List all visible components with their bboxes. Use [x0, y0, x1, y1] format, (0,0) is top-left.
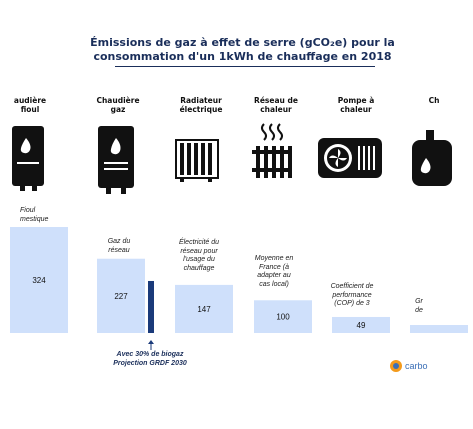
logo-mark-icon	[390, 360, 402, 372]
bar-gas-projection	[148, 280, 154, 333]
projection-line-1: Avec 30% de biogaz	[116, 351, 184, 358]
bar-electric	[175, 284, 233, 333]
heading-electric-radiator: Radiateur électrique	[179, 96, 223, 114]
radiator-icon	[175, 139, 219, 182]
note-heat-network: Moyenne en France (à adapter au cas loca…	[254, 255, 294, 288]
bar-heat-network-label: 100	[276, 313, 290, 322]
heading-wood-boiler: Ch	[428, 96, 440, 105]
brand-logo: carbo	[390, 360, 428, 372]
heading-heat-network: Réseau de chaleur	[254, 96, 298, 114]
wood-boiler-icon	[412, 130, 452, 186]
heading-heat-pump: Pompe à chaleur	[337, 96, 375, 114]
note-electric: Électricité du réseau pour l'usage du ch…	[178, 239, 220, 272]
bar-oil-label: 324	[32, 276, 46, 285]
projection-line-2: Projection GRDF 2030	[113, 359, 187, 367]
projection-arrow	[148, 340, 154, 350]
heat-network-icon	[252, 123, 292, 178]
bar-oil	[10, 227, 68, 333]
logo-text: carbo	[405, 361, 428, 371]
bar-heat-pump	[332, 316, 390, 333]
chart-title-line-1: Émissions de gaz à effet de serre (gCO₂e…	[90, 36, 395, 49]
projection-caption: Avec 30% de biogaz Projection GRDF 2030	[100, 351, 200, 368]
bar-heat-pump-label: 49	[357, 321, 366, 330]
chart-title-line-2: consommation d'un 1kWh de chauffage en 2…	[93, 50, 392, 63]
note-oil: Fioul mestique	[20, 207, 49, 223]
note-heat-pump: Coefficient de performance (COP) de 3	[330, 283, 374, 307]
bar-gas	[97, 258, 145, 333]
heat-pump-icon	[318, 138, 382, 178]
heading-gas-boiler: Chaudière gaz	[96, 96, 140, 114]
note-gas: Gaz du réseau	[107, 238, 131, 254]
bar-wood	[410, 325, 468, 333]
bar-electric-label: 147	[197, 305, 211, 314]
note-wood: Gr de	[415, 298, 423, 314]
oil-boiler-icon	[12, 126, 44, 191]
gas-boiler-icon	[98, 126, 134, 194]
title-underline	[115, 66, 375, 67]
bar-gas-label: 227	[114, 292, 128, 301]
chart-title: Émissions de gaz à effet de serre (gCO₂e…	[70, 36, 415, 64]
heading-oil-boiler: audière fioul	[13, 96, 47, 114]
bar-heat-network	[254, 300, 312, 333]
